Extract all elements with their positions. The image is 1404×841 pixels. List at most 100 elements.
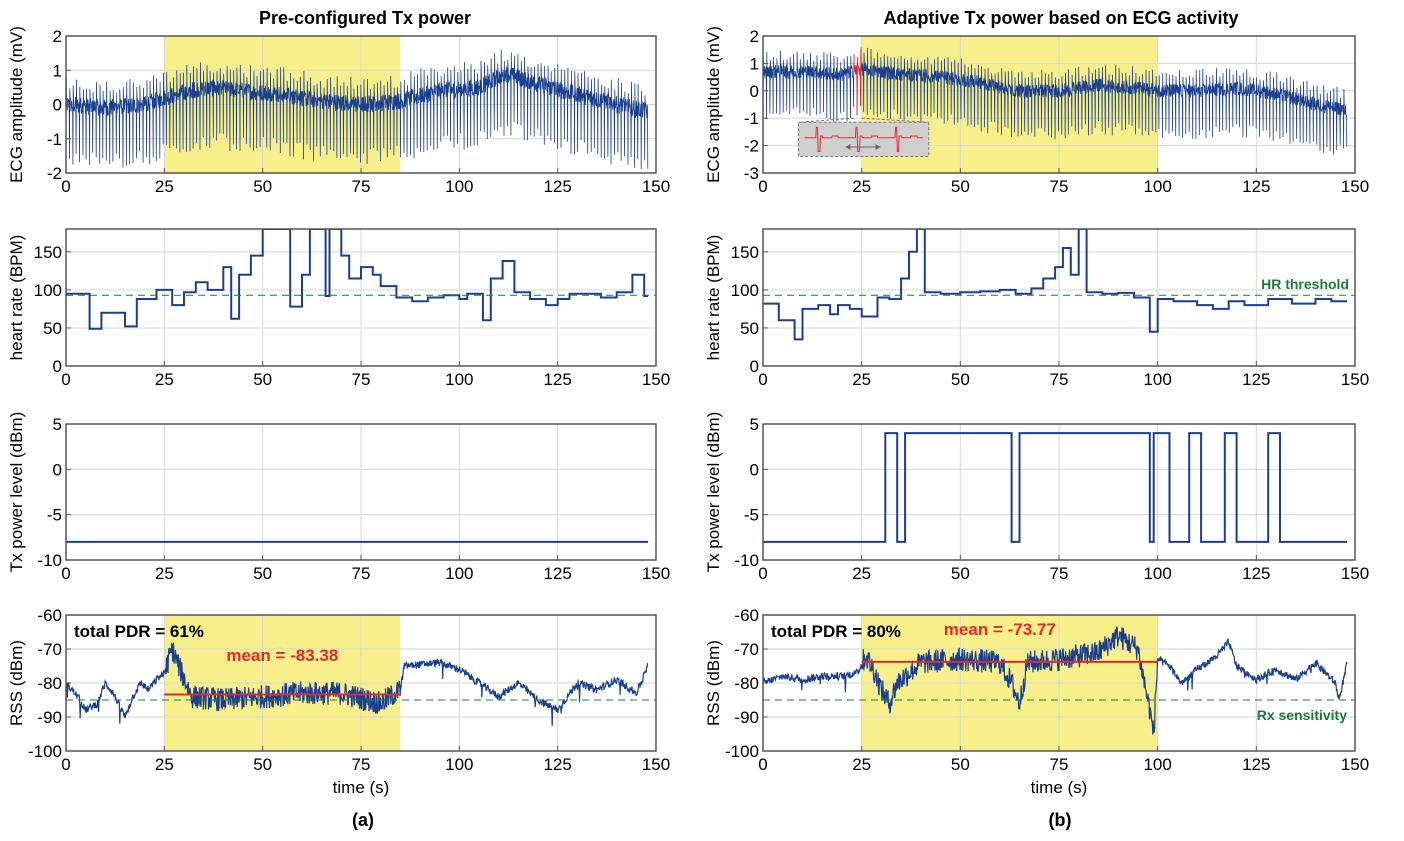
- panel-ecg-b: 0 25 50 75 100 125 150 2 1 0 -1 -2 -3 ECG amplitude (…: [704, 26, 1369, 196]
- y-tick-label: 0: [53, 96, 62, 115]
- panel-rss-a: total PDR = 61% mean = -83.38 time (s) 0 25 5…: [7, 606, 670, 797]
- y-tick-label: 50: [43, 319, 62, 338]
- y-tick-label: -5: [744, 506, 759, 525]
- y-tick-label: -80: [734, 674, 759, 693]
- y-tick-label: 150: [731, 243, 759, 262]
- column-title-a: Pre-configured Tx power: [259, 8, 471, 28]
- y-axis-label: heart rate (BPM): [704, 235, 723, 361]
- x-tick-label: 125: [1242, 177, 1270, 196]
- y-tick-label: 1: [53, 61, 62, 80]
- y-tick-label: 0: [750, 82, 759, 101]
- x-tick-label: 0: [61, 177, 70, 196]
- x-tick-label: 100: [445, 177, 473, 196]
- data-layer: [763, 626, 1355, 735]
- y-tick-label: 0: [750, 460, 759, 479]
- rss-trace: [763, 626, 1348, 735]
- data-layer: [66, 49, 649, 170]
- y-axis-label: ECG amplitude (mV): [704, 26, 723, 183]
- inset-connector: [861, 117, 929, 123]
- y-tick-label: -100: [28, 742, 62, 761]
- arrow-head-left: [845, 143, 851, 150]
- y-tick-label: -1: [47, 130, 62, 149]
- x-tick-label: 125: [1242, 755, 1270, 774]
- y-tick-label: 0: [53, 460, 62, 479]
- x-tick-label: 100: [1143, 564, 1171, 583]
- x-tick-label: 150: [642, 564, 670, 583]
- y-tick-label: -5: [47, 506, 62, 525]
- rss-trace: [66, 642, 649, 726]
- x-tick-label: 0: [61, 370, 70, 389]
- x-tick-label: 50: [253, 755, 272, 774]
- x-tick-label: 0: [758, 564, 767, 583]
- x-tick-label: 125: [543, 564, 571, 583]
- x-tick-label: 75: [1050, 564, 1069, 583]
- x-tick-label: 150: [642, 755, 670, 774]
- y-tick-label: -2: [47, 164, 62, 183]
- x-tick-label: 125: [543, 177, 571, 196]
- x-tick-label: 0: [61, 564, 70, 583]
- y-tick-label: -80: [37, 674, 62, 693]
- x-tick-label: 25: [155, 177, 174, 196]
- y-tick-label: -100: [725, 742, 759, 761]
- mean-label: mean = -83.38: [226, 646, 338, 665]
- panel-hr-b: HR threshold 0 25 50 75 100 125 150 150 100 50 0 hea…: [704, 228, 1369, 389]
- x-tick-label: 100: [1143, 177, 1171, 196]
- data-layer: [66, 229, 656, 330]
- y-tick-label: -1: [744, 109, 759, 128]
- inset-connector: [798, 117, 854, 123]
- y-axis-label: ECG amplitude (mV): [7, 26, 26, 183]
- x-tick-label: 100: [1143, 755, 1171, 774]
- x-tick-label: 100: [1143, 370, 1171, 389]
- x-tick-label: 25: [852, 370, 871, 389]
- mean-label: mean = -73.77: [944, 620, 1056, 639]
- pdr-label: total PDR = 61%: [74, 622, 204, 641]
- x-axis-label: time (s): [1031, 778, 1088, 797]
- x-tick-label: 150: [642, 370, 670, 389]
- x-tick-label: 25: [155, 564, 174, 583]
- heart-rate-line: [763, 229, 1348, 341]
- x-tick-label: 100: [445, 370, 473, 389]
- x-tick-label: 50: [253, 564, 272, 583]
- y-axis-label: heart rate (BPM): [7, 235, 26, 361]
- x-tick-label: 25: [155, 755, 174, 774]
- x-tick-label: 125: [543, 755, 571, 774]
- x-tick-label: 25: [852, 564, 871, 583]
- x-tick-label: 150: [1341, 564, 1369, 583]
- ecg-trace: [66, 49, 649, 170]
- x-tick-label: 50: [253, 177, 272, 196]
- x-tick-label: 125: [1242, 370, 1270, 389]
- y-tick-label: 50: [740, 319, 759, 338]
- column-label-b: (b): [1049, 810, 1072, 830]
- pdr-label: total PDR = 80%: [771, 622, 901, 641]
- y-tick-label: 2: [53, 27, 62, 46]
- y-axis-label: RSS (dBm): [7, 640, 26, 726]
- x-tick-label: 50: [951, 564, 970, 583]
- y-tick-label: 5: [53, 415, 62, 434]
- x-tick-label: 125: [543, 370, 571, 389]
- y-tick-label: -70: [37, 640, 62, 659]
- y-tick-label: 1: [750, 54, 759, 73]
- panel-hr-a: 0 25 50 75 100 125 150 150 100 50 0 heart rate (BPM…: [7, 228, 670, 389]
- ecg-trace-highlight: [853, 47, 862, 116]
- x-tick-label: 150: [1341, 755, 1369, 774]
- data-layer: [763, 47, 1348, 155]
- x-tick-label: 125: [1242, 564, 1270, 583]
- y-tick-label: -10: [37, 551, 62, 570]
- y-tick-label: 150: [34, 243, 62, 262]
- heart-rate-line: [66, 229, 649, 330]
- x-tick-label: 100: [445, 564, 473, 583]
- x-tick-label: 0: [758, 177, 767, 196]
- y-tick-label: 100: [731, 281, 759, 300]
- y-tick-label: -3: [744, 164, 759, 183]
- y-tick-label: -90: [37, 708, 62, 727]
- y-axis-label: Tx power level (dBm): [704, 412, 723, 573]
- x-tick-label: 75: [352, 564, 371, 583]
- y-tick-label: 0: [750, 357, 759, 376]
- x-tick-label: 100: [445, 755, 473, 774]
- x-tick-label: 50: [951, 755, 970, 774]
- x-tick-label: 25: [852, 755, 871, 774]
- x-tick-label: 150: [1341, 370, 1369, 389]
- column-title-b: Adaptive Tx power based on ECG activity: [883, 8, 1238, 28]
